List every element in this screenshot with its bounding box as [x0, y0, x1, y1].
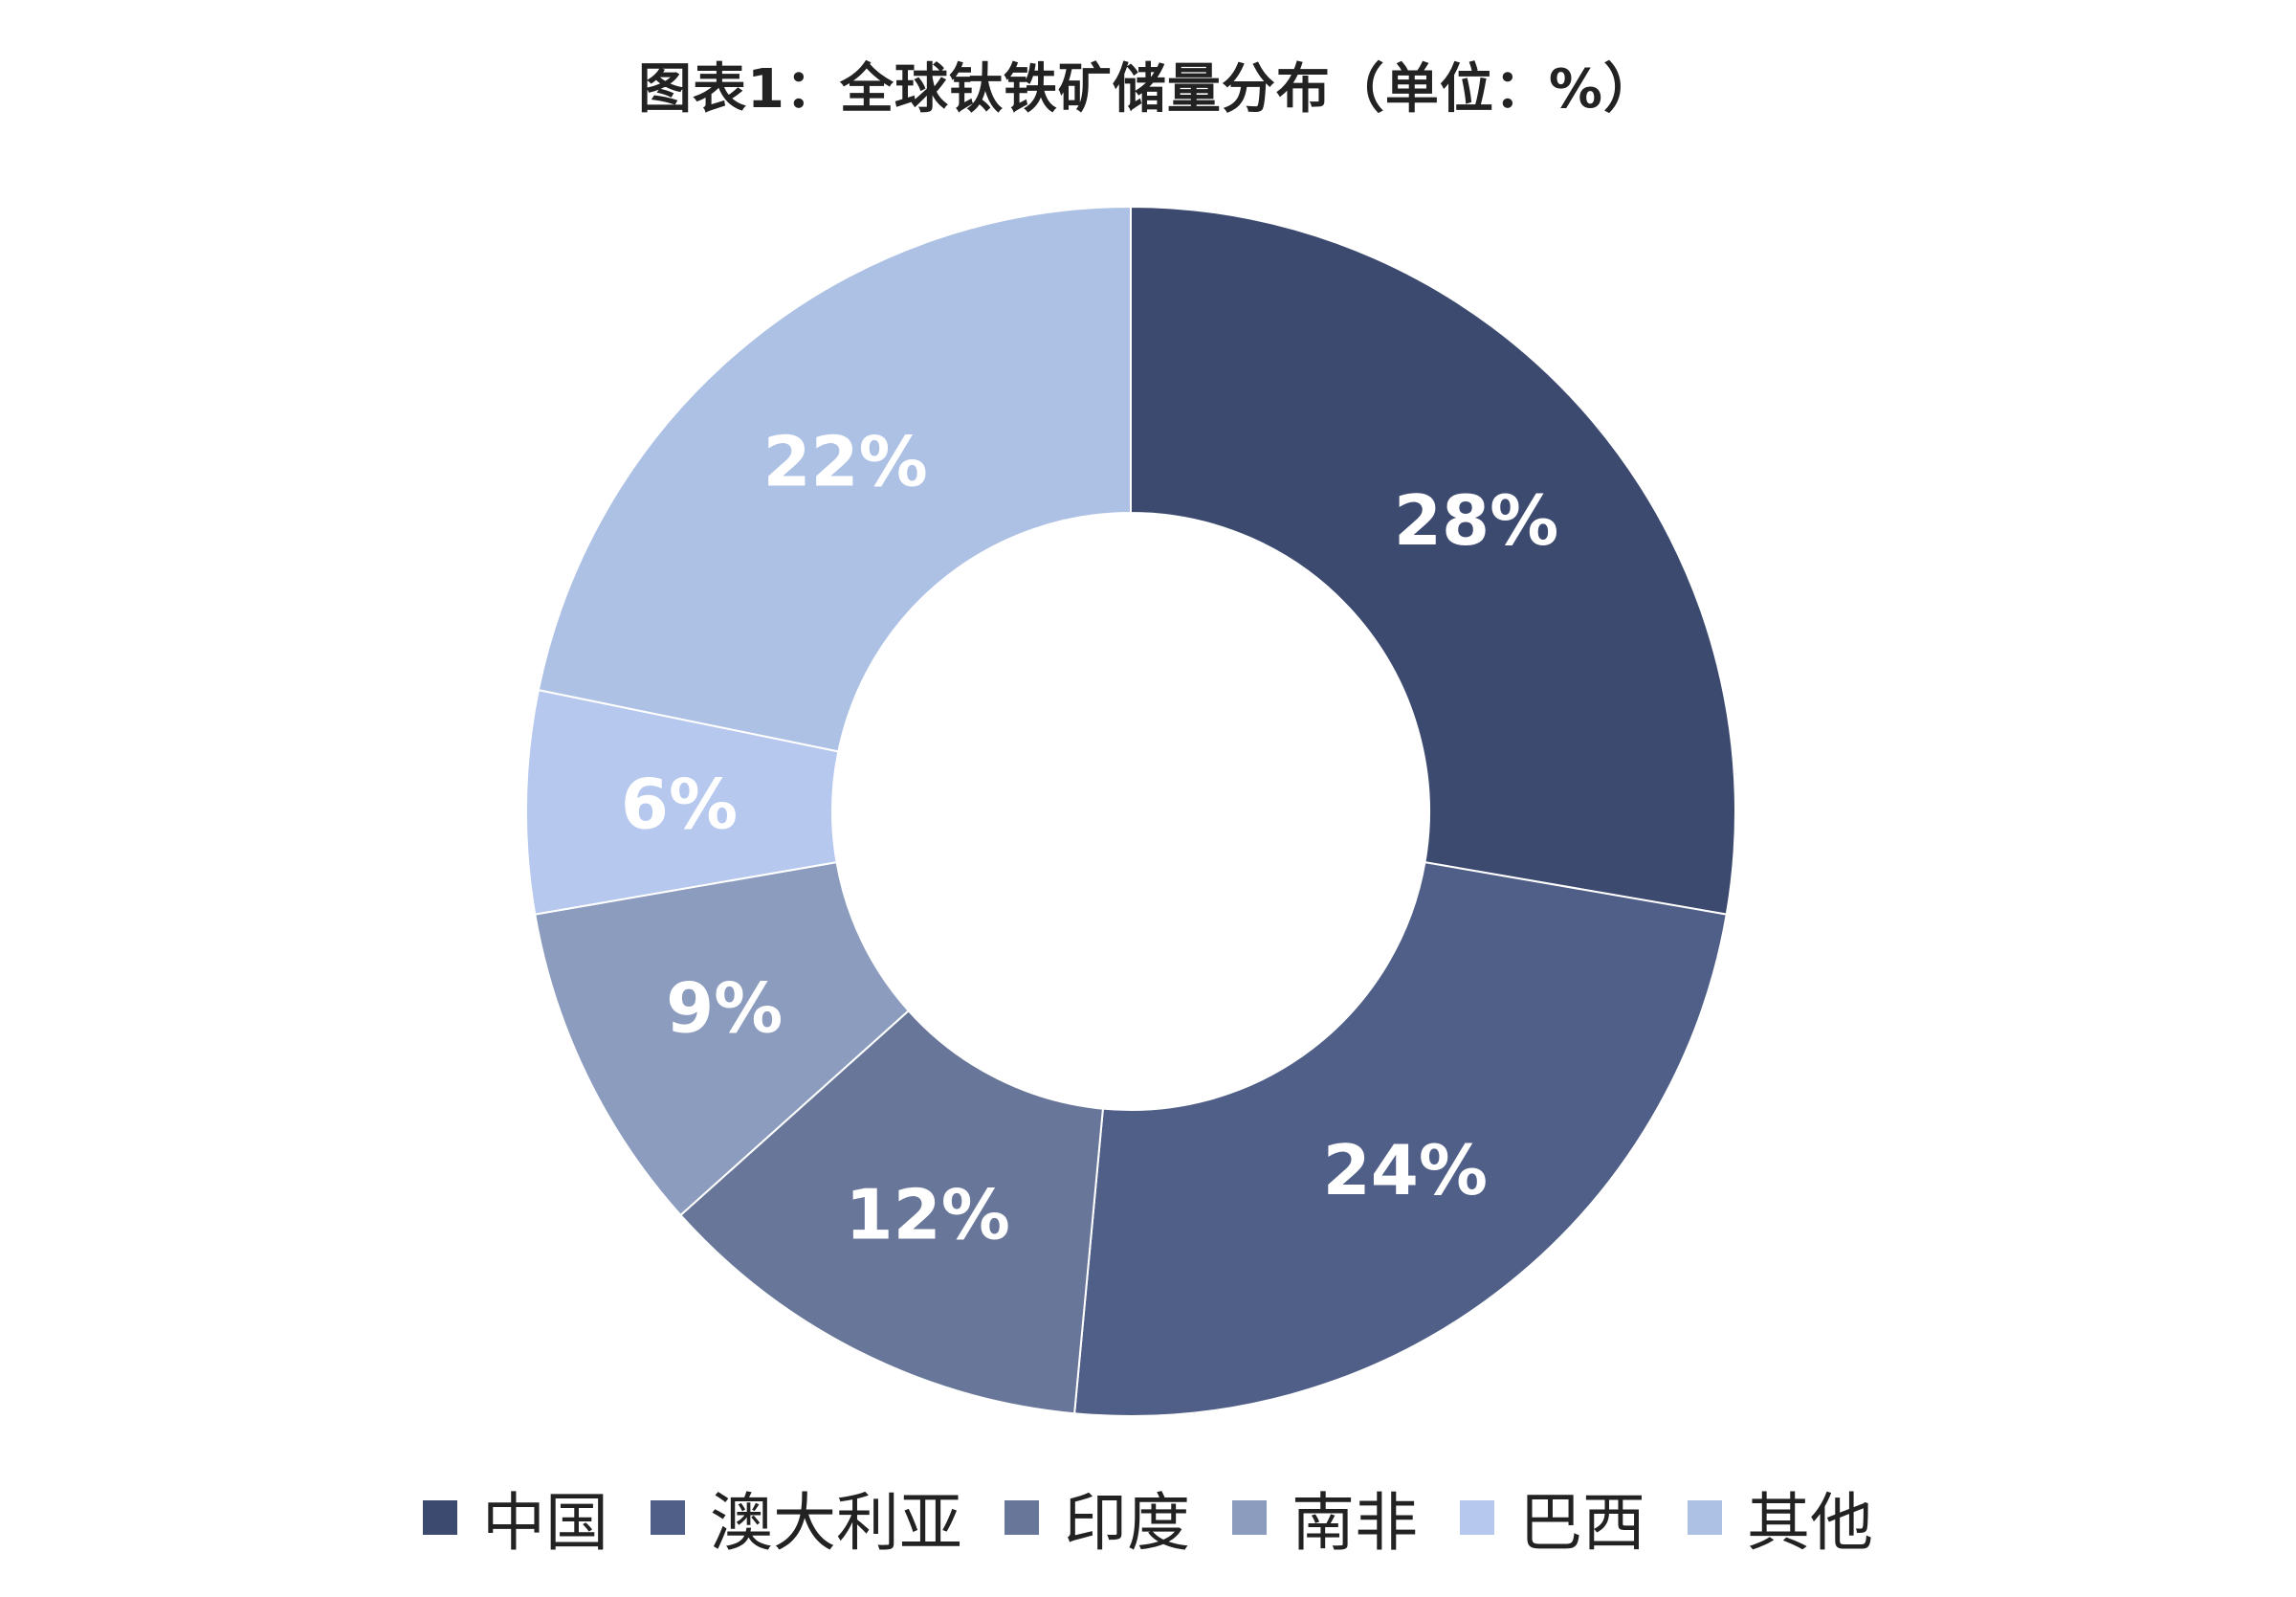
legend-swatch [1460, 1500, 1494, 1535]
legend-item: 南非 [1232, 1472, 1418, 1564]
slice-4 [534, 860, 911, 1217]
slice-6 [537, 205, 1132, 753]
slice-label-3: 12% [846, 1175, 1010, 1255]
legend-label: 南非 [1292, 1486, 1418, 1560]
slice-1 [1130, 205, 1736, 916]
legend: 中国 澳大利亚 印度 南非 巴西 其他 [0, 1472, 2296, 1564]
legend-item: 印度 [1004, 1472, 1190, 1564]
legend-label: 中国 [482, 1486, 608, 1560]
slice-label-6: 22% [762, 421, 927, 501]
slice-label-5: 6% [621, 765, 738, 845]
legend-item: 中国 [423, 1472, 608, 1564]
legend-label: 印度 [1064, 1486, 1190, 1560]
legend-label: 巴西 [1519, 1486, 1645, 1560]
slice-label-4: 9% [666, 968, 783, 1049]
legend-swatch [1688, 1500, 1722, 1535]
legend-swatch [1004, 1500, 1039, 1535]
slice-label-2: 24% [1323, 1130, 1488, 1210]
legend-item: 巴西 [1460, 1472, 1645, 1564]
legend-swatch [423, 1500, 457, 1535]
legend-swatch [1232, 1500, 1267, 1535]
legend-label: 其他 [1747, 1486, 1873, 1560]
slices-layer [525, 205, 1736, 1417]
legend-item: 其他 [1688, 1472, 1873, 1564]
slice-2 [1073, 860, 1728, 1417]
labels-layer: 28% 24% 12% 9% 6% 22% [621, 421, 1558, 1254]
legend-label: 澳大利亚 [710, 1486, 962, 1560]
slice-label-1: 28% [1394, 480, 1558, 561]
slice-3 [679, 1009, 1105, 1415]
legend-swatch [651, 1500, 685, 1535]
legend-item: 澳大利亚 [651, 1472, 962, 1564]
chart-title: 图表1：全球钛铁矿储量分布（单位：%） [637, 58, 1659, 121]
